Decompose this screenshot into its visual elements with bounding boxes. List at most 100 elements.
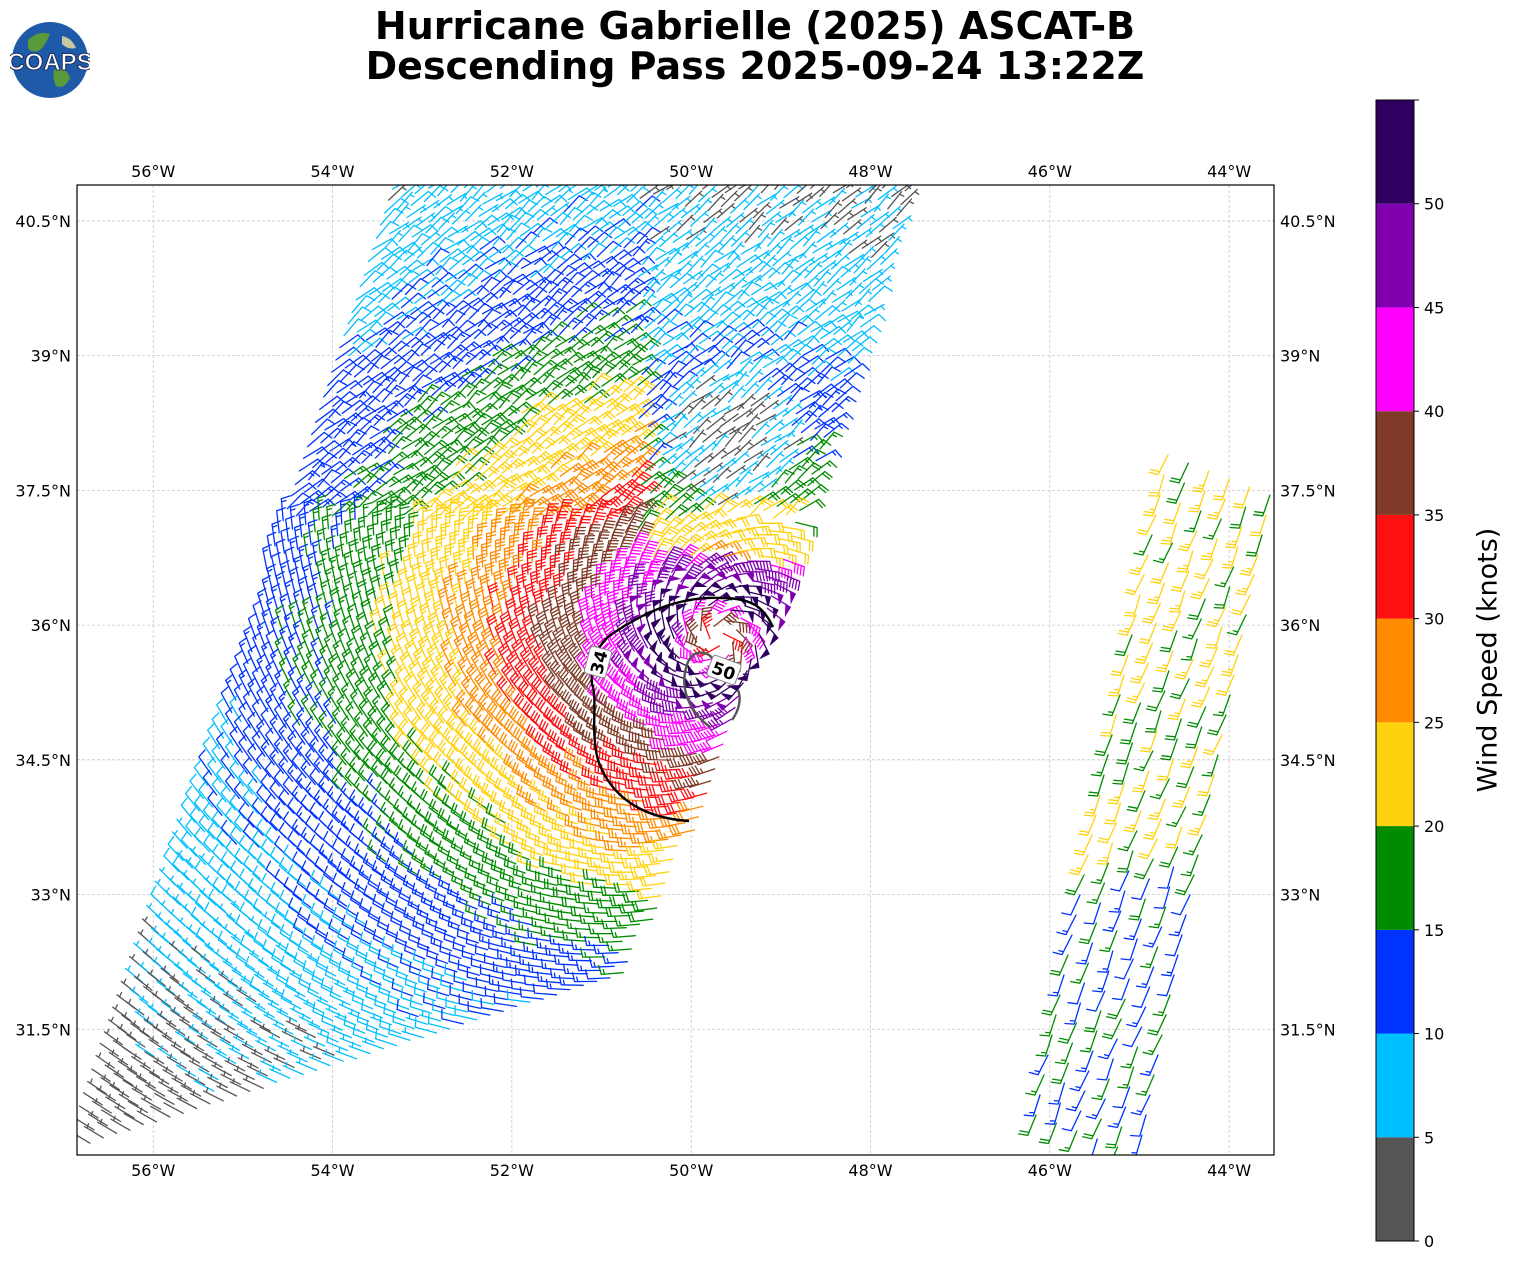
wind-barb [104,1061,125,1078]
wind-barb [572,313,598,330]
wind-barb [235,947,256,971]
wind-barb [728,537,756,549]
lat-tick-label-left: 33°N [31,886,71,905]
wind-barb [379,550,391,578]
wind-barb [541,597,553,625]
wind-barb [499,610,511,638]
wind-barb [512,387,537,405]
wind-barb [1176,550,1194,573]
wind-barb [180,797,196,823]
wind-barb [233,1065,255,1080]
wind-barb [162,1066,183,1082]
wind-barb [679,754,707,767]
wind-barb [868,285,893,302]
wind-barb [441,1008,464,1025]
wind-barb [338,562,349,590]
wind-barb [441,760,460,785]
wind-barb [467,514,479,540]
wind-barb [571,281,597,298]
wind-barb [499,697,516,723]
wind-barb [539,268,564,286]
wind-barb [887,191,905,210]
wind-barb [455,447,480,466]
wind-barb [437,586,448,614]
wind-barb [1124,594,1141,617]
wind-barb [353,525,364,552]
wind-barb [1087,774,1105,797]
wind-barb [616,637,631,664]
wind-barb [639,540,659,562]
wind-barb [260,739,275,766]
wind-barb [470,367,496,385]
wind-barb [275,941,296,958]
wind-barb [264,761,280,787]
wind-barb [202,1087,224,1102]
wind-barb [477,606,489,634]
wind-barb [350,405,377,422]
wind-barb [724,428,743,447]
wind-barb [467,269,493,287]
wind-barb [193,794,210,821]
wind-barb [526,895,550,911]
wind-barb [1155,650,1174,673]
wind-barb [596,240,622,258]
wind-barb [673,260,693,278]
wind-barb [552,853,576,869]
wind-barb [422,622,433,649]
wind-barb [269,780,286,806]
wind-barb [756,444,777,459]
wind-barb [496,214,521,233]
wind-barb [219,1036,241,1051]
wind-barb [514,659,529,686]
wind-barb [142,948,161,967]
wind-barb [637,704,660,722]
wind-barb [884,236,902,254]
wind-barb [523,208,549,226]
wind-barb [371,694,386,721]
wind-barb [578,480,605,494]
wind-barb [505,957,530,972]
wind-barb [435,955,458,973]
wind-barb [266,563,276,591]
wind-barb [220,1070,242,1086]
wind-barb [319,395,345,411]
wind-barb [497,642,510,670]
wind-barb [735,217,754,235]
wind-barb [499,185,506,189]
wind-barb [475,498,501,516]
wind-barb [666,185,675,191]
wind-barb [1160,738,1178,761]
wind-barb [532,983,558,996]
wind-barb [488,494,515,510]
wind-barb [417,383,442,403]
wind-barb [556,701,575,726]
wind-barb [439,355,464,373]
wind-barb [552,626,564,654]
wind-barb [1086,882,1106,905]
wind-barb [468,412,493,430]
wind-barb [590,186,609,205]
wind-barb [443,929,466,948]
wind-barb [284,578,294,606]
wind-barb [671,778,698,790]
wind-barb [103,1028,123,1046]
wind-barb [101,1109,122,1123]
wind-barb [606,392,633,409]
wind-barb [1112,1086,1131,1109]
colorbar-tick-label: 15 [1424,921,1444,940]
wind-barb [551,489,579,502]
wind-barb [662,187,682,203]
wind-barb [508,875,532,893]
wind-barb [167,836,184,862]
wind-barb [498,390,523,409]
wind-barb [495,881,518,899]
wind-barb [463,731,482,757]
wind-barb [504,889,528,906]
wind-barb [382,277,409,292]
wind-barb [205,1008,226,1024]
wind-barb [325,447,351,464]
wind-barb [227,978,248,994]
wind-barb [404,388,429,407]
wind-barb [677,250,699,265]
wind-barb [516,818,538,837]
